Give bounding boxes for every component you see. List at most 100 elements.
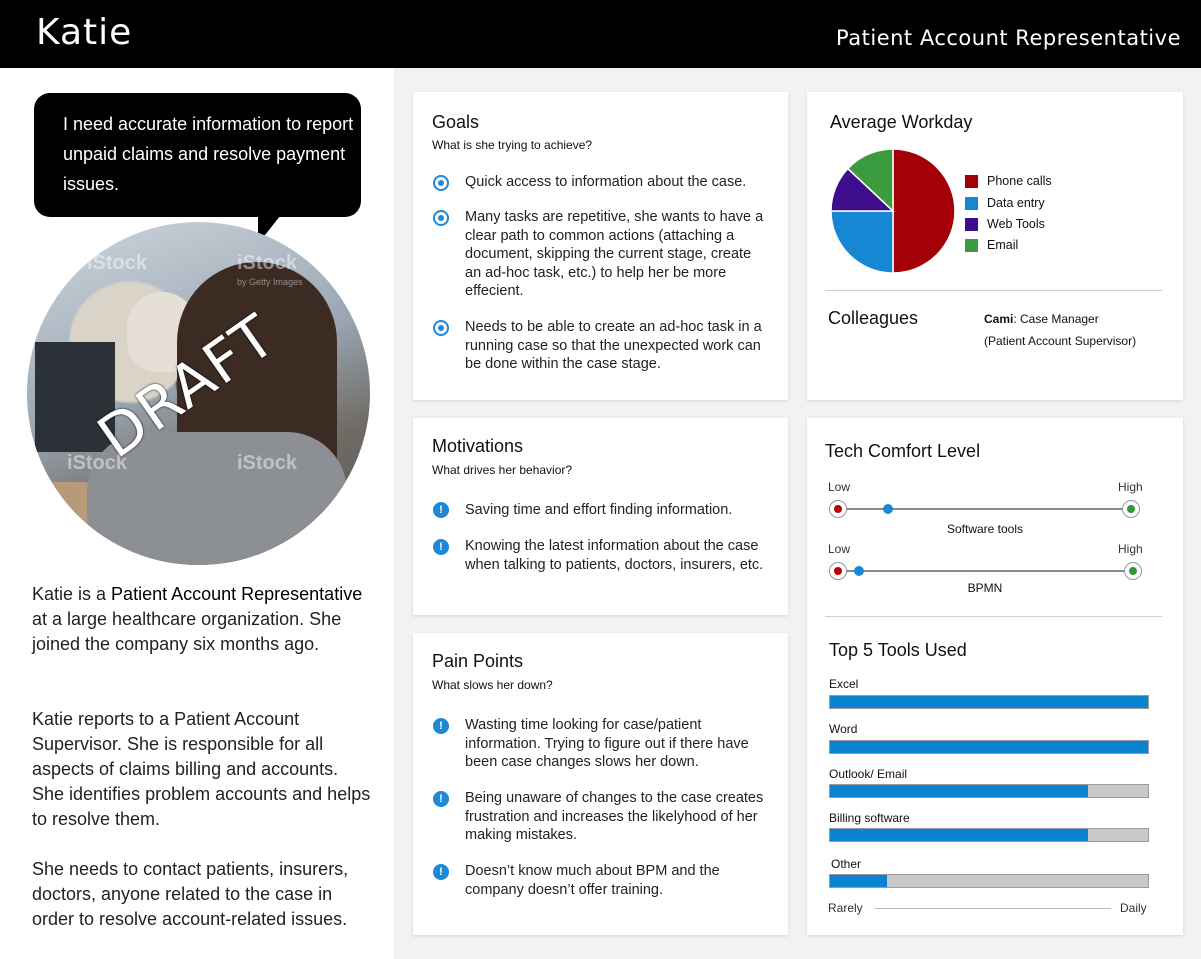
slider-low-label: Low [828,480,851,494]
goal-item: Many tasks are repetitive, she wants to … [465,209,764,299]
bio-role-emphasis: Patient Account Representative [111,584,363,604]
colleague-note: (Patient Account Supervisor) [984,334,1137,348]
watermark-sub: by Getty Images [237,277,303,287]
slider-caption: BPMN [967,581,1003,595]
tool-bar-fill [830,875,887,887]
pain-points-title: Pain Points [432,651,524,671]
tool-bar-fill [830,696,1148,708]
pain-points-card: Pain Points What slows her down? ! Wasti… [413,633,788,935]
pain-point-item: Doesn’t know much about BPM and the comp… [465,863,720,898]
tool-bar-fill [830,785,1088,797]
slider-low-end [829,500,847,518]
motivation-item: Saving time and effort finding informati… [465,502,733,518]
legend-email: Email [965,238,1018,252]
profile-column: I need accurate information to report un… [0,68,394,959]
pie-slice-phone-calls [892,148,956,274]
scale-line [875,908,1111,909]
motivations-title: Motivations [432,436,524,456]
scale-low-label: Rarely [828,901,863,915]
slider-knob-bpmn [853,566,864,576]
workday-title: Average Workday [830,112,973,132]
legend-swatch [965,239,978,252]
slider-high-label: High [1118,542,1143,556]
quote-bubble: I need accurate information to report un… [34,93,361,217]
goals-card: Goals What is she trying to achieve? Qui… [413,92,788,400]
pie-slice-data-entry [830,210,894,274]
slider-high-end [1124,562,1142,580]
divider [825,290,1162,291]
motivations-card: Motivations What drives her behavior? ! … [413,418,788,615]
persona-photo: iStock iStock iStock iStock by Getty Ima… [27,222,370,565]
motivations-subtitle: What drives her behavior? [432,463,573,477]
tool-bar-fill [830,741,1148,753]
tool-bar-fill [830,829,1088,841]
slider-high-label: High [1118,480,1143,494]
tool-bar [829,874,1149,888]
alert-icon: ! [433,864,449,880]
persona-role: Patient Account Representative [836,26,1181,50]
watermark: iStock [87,252,148,274]
divider [825,616,1162,617]
goals-subtitle: What is she trying to achieve? [432,138,593,152]
slider-track [838,570,1132,572]
slider-knob-software [882,504,893,514]
low-dot [834,567,842,575]
tool-label: Outlook/ Email [829,767,908,781]
slider-caption: Software tools [946,522,1024,536]
target-icon [433,320,449,336]
persona-name: Katie [36,12,133,53]
tool-bar [829,695,1149,709]
tech-comfort-title: Tech Comfort Level [825,441,981,461]
goals-title: Goals [432,112,480,132]
pain-point-item: Being unaware of changes to the case cre… [465,790,764,843]
scale-high-label: Daily [1120,901,1147,915]
bio-paragraph-1: Katie is a Patient Account Representativ… [32,584,363,654]
legend-swatch [965,197,978,210]
high-dot [1129,567,1137,575]
tool-bar [829,740,1149,754]
legend-phone-calls: Phone calls [965,174,1052,188]
slider-low-end [829,562,847,580]
photo-monitor [35,342,115,452]
legend-web-tools: Web Tools [965,217,1045,231]
workday-card: Average Workday Phone calls Data entry W… [807,92,1183,400]
target-icon [433,210,449,226]
tool-label: Billing software [829,811,910,825]
tool-label: Word [829,722,858,736]
target-icon [433,175,449,191]
pain-point-item: Wasting time looking for case/patient in… [465,717,749,770]
legend-swatch [965,175,978,188]
tool-label: Other [831,857,862,871]
workday-pie-chart [830,148,956,274]
colleague-name: Cami [984,312,1014,326]
header: Katie Patient Account Representative [0,0,1201,68]
alert-icon: ! [433,791,449,807]
watermark: iStock [67,452,128,474]
slider-high-end [1122,500,1140,518]
slider-track [838,508,1132,510]
watermark: iStock [237,452,298,474]
photo-woman-shirt [87,432,347,565]
alert-icon: ! [433,502,449,518]
legend-data-entry: Data entry [965,196,1045,210]
tool-bar [829,828,1149,842]
tool-label: Excel [829,677,859,691]
tools-title: Top 5 Tools Used [829,640,967,660]
colleague-entry: Cami: Case Manager [984,312,1099,326]
high-dot [1127,505,1135,513]
tool-bar [829,784,1149,798]
goal-item: Quick access to information about the ca… [465,174,747,190]
alert-icon: ! [433,539,449,555]
colleagues-title: Colleagues [828,308,919,328]
tech-tools-card: Tech Comfort Level Low High Software too… [807,418,1183,935]
alert-icon: ! [433,718,449,734]
motivation-item: Knowing the latest information about the… [465,538,764,573]
pie-slice-email [846,148,894,213]
legend-swatch [965,218,978,231]
pain-points-subtitle: What slows her down? [432,678,553,692]
slider-low-label: Low [828,542,851,556]
bio-paragraph-3: She needs to contact patients, insurers,… [32,859,349,929]
goal-item: Needs to be able to create an ad-hoc tas… [465,319,762,372]
bio-paragraph-2: Katie reports to a Patient Account Super… [32,709,371,829]
low-dot [834,505,842,513]
